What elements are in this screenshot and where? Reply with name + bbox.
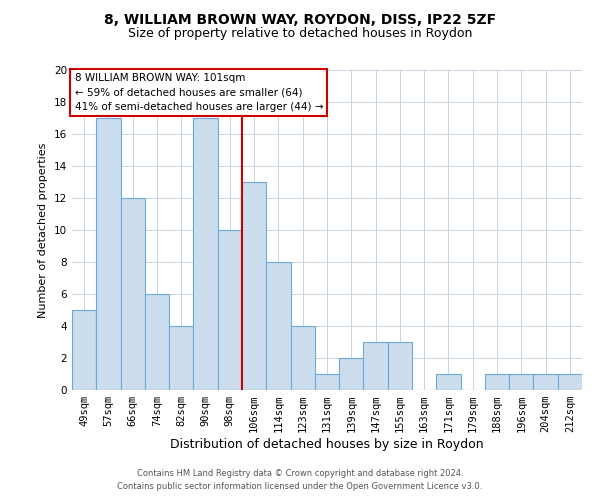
Bar	[485, 374, 509, 390]
Bar	[169, 326, 193, 390]
Bar	[533, 374, 558, 390]
Text: Contains HM Land Registry data © Crown copyright and database right 2024.: Contains HM Land Registry data © Crown c…	[137, 468, 463, 477]
X-axis label: Distribution of detached houses by size in Roydon: Distribution of detached houses by size …	[170, 438, 484, 451]
Bar	[72, 310, 96, 390]
Text: Size of property relative to detached houses in Roydon: Size of property relative to detached ho…	[128, 28, 472, 40]
Text: 8, WILLIAM BROWN WAY, ROYDON, DISS, IP22 5ZF: 8, WILLIAM BROWN WAY, ROYDON, DISS, IP22…	[104, 12, 496, 26]
Text: Contains public sector information licensed under the Open Government Licence v3: Contains public sector information licen…	[118, 482, 482, 491]
Bar	[388, 342, 412, 390]
Bar	[315, 374, 339, 390]
Bar	[290, 326, 315, 390]
Bar	[145, 294, 169, 390]
Bar	[509, 374, 533, 390]
Bar	[558, 374, 582, 390]
Bar	[121, 198, 145, 390]
Bar	[96, 118, 121, 390]
Text: 8 WILLIAM BROWN WAY: 101sqm
← 59% of detached houses are smaller (64)
41% of sem: 8 WILLIAM BROWN WAY: 101sqm ← 59% of det…	[74, 73, 323, 112]
Bar	[339, 358, 364, 390]
Bar	[266, 262, 290, 390]
Bar	[364, 342, 388, 390]
Bar	[242, 182, 266, 390]
Y-axis label: Number of detached properties: Number of detached properties	[38, 142, 49, 318]
Bar	[193, 118, 218, 390]
Bar	[436, 374, 461, 390]
Bar	[218, 230, 242, 390]
